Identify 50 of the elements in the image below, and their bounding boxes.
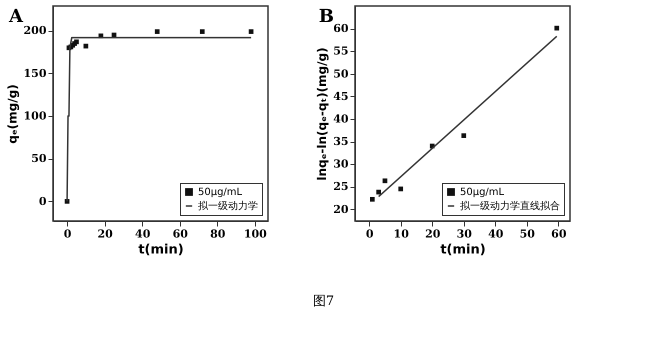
point xyxy=(461,133,466,138)
y-tick-label: 200 xyxy=(24,24,47,38)
x-axis-title: t(min) xyxy=(440,242,486,258)
point xyxy=(376,190,381,194)
x-tick-label: 0 xyxy=(366,228,374,240)
x-tick-label: 100 xyxy=(244,228,268,240)
legend-label: 拟一级动力学 xyxy=(198,200,258,212)
y-tick-label: 100 xyxy=(24,110,47,123)
point xyxy=(398,186,404,192)
x-axis-title: t(min) xyxy=(138,242,184,258)
y-axis-title: qₑ(mg/g) xyxy=(6,84,20,144)
x-tick-label: 20 xyxy=(425,228,441,240)
point xyxy=(248,29,254,34)
y-tick-label: 0 xyxy=(38,194,47,208)
y-axis-title: lnqₑ-ln(qₑ-qₜ)(mg/g) xyxy=(315,47,330,181)
x-tick-label: 20 xyxy=(97,228,114,240)
y-tick-label: 55 xyxy=(333,44,348,58)
y-tick-label: 45 xyxy=(333,90,348,103)
point xyxy=(554,26,560,30)
x-tick-label: 60 xyxy=(551,228,567,240)
x-tick-label: 80 xyxy=(210,228,226,240)
y-tick-label: 30 xyxy=(333,158,349,171)
y-tick-label: 35 xyxy=(333,135,348,148)
point xyxy=(154,29,160,34)
y-tick-label: 25 xyxy=(333,180,348,194)
x-tick-label: 30 xyxy=(456,228,472,240)
y-tick-label: 50 xyxy=(31,152,47,166)
line-series xyxy=(66,36,252,202)
chart-title: A xyxy=(8,6,24,27)
chart-title: B xyxy=(318,6,334,27)
x-tick-label: 50 xyxy=(520,228,536,240)
point xyxy=(382,178,388,184)
point xyxy=(112,32,116,38)
point xyxy=(84,44,88,48)
point xyxy=(370,196,375,202)
legend-label: 拟一级动力学直线拟合 xyxy=(460,200,560,212)
x-tick-label: 60 xyxy=(172,228,188,240)
y-tick-label: 40 xyxy=(333,112,349,126)
point xyxy=(200,29,205,34)
x-tick-label: 40 xyxy=(135,228,151,240)
y-tick-label: 150 xyxy=(24,66,47,80)
caption: 图7 xyxy=(312,293,336,310)
y-tick-label: 60 xyxy=(333,22,349,36)
y-tick-label: 50 xyxy=(333,67,349,80)
legend-label: 50μg/mL xyxy=(460,187,505,198)
legend-label: 50μg/mL xyxy=(198,187,243,198)
x-tick-label: 40 xyxy=(488,228,504,240)
x-tick-label: 0 xyxy=(64,228,72,240)
x-tick-label: 10 xyxy=(394,228,410,240)
y-tick-label: 20 xyxy=(333,202,349,216)
